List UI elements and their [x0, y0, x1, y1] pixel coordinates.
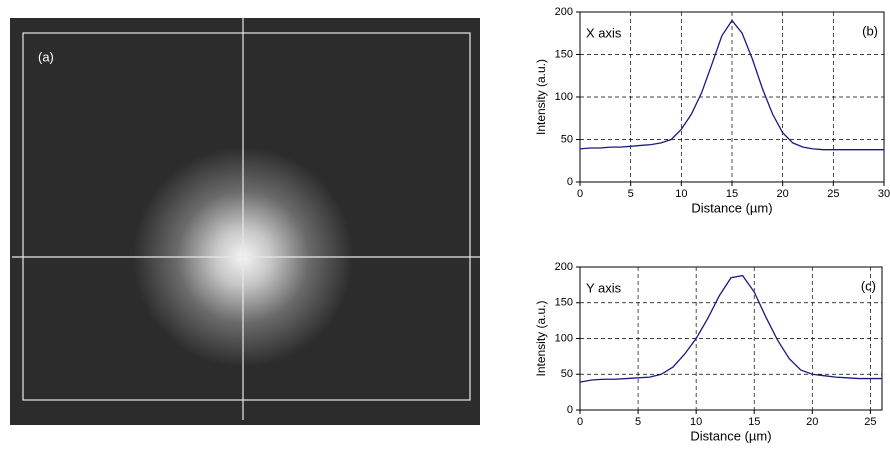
x-tick-label: 10 — [690, 416, 702, 428]
y-tick-label: 100 — [555, 91, 573, 103]
y-tick-label: 150 — [555, 297, 573, 309]
data-line — [579, 274, 882, 383]
x-tick-label: 15 — [748, 416, 760, 428]
x-tick-label: 5 — [628, 188, 634, 200]
x-tick-label: 25 — [827, 188, 839, 200]
y-tick-label: 200 — [555, 261, 573, 273]
x-tick-label: 0 — [577, 188, 583, 200]
x-tick-label: 0 — [577, 416, 583, 428]
data-line — [579, 19, 884, 151]
y-axis-label: Intensity (a.u.) — [534, 59, 548, 135]
x-axis-label: Distance (µm) — [690, 428, 771, 443]
x-tick-label: 25 — [864, 416, 876, 428]
y-tick-label: 100 — [555, 332, 573, 344]
y-tick-label: 50 — [561, 368, 573, 380]
x-tick-label: 10 — [675, 188, 687, 200]
y-tick-label: 200 — [555, 6, 573, 18]
plot-frame — [579, 11, 885, 183]
plot-frame — [579, 266, 883, 411]
x-tick-label: 5 — [635, 416, 641, 428]
y-tick-label: 0 — [567, 176, 573, 188]
y-axis-label: Intensity (a.u.) — [534, 300, 548, 376]
x-axis-label: Distance (µm) — [691, 200, 772, 215]
annotation: Y axis — [586, 280, 622, 295]
image-panel: (a) — [10, 18, 480, 425]
x-tick-label: 15 — [726, 188, 738, 200]
y-tick-label: 0 — [567, 404, 573, 416]
x-tick-label: 20 — [777, 188, 789, 200]
x-tick-label: 30 — [878, 188, 890, 200]
roi-box — [22, 32, 471, 401]
panel-label: (a) — [38, 49, 54, 64]
y-tick-label: 150 — [555, 48, 573, 60]
y-tick-label: 50 — [561, 133, 573, 145]
annotation: X axis — [586, 25, 622, 40]
panel-label: (b) — [862, 23, 878, 38]
x-tick-label: 20 — [806, 416, 818, 428]
panel-label: (c) — [861, 278, 876, 293]
